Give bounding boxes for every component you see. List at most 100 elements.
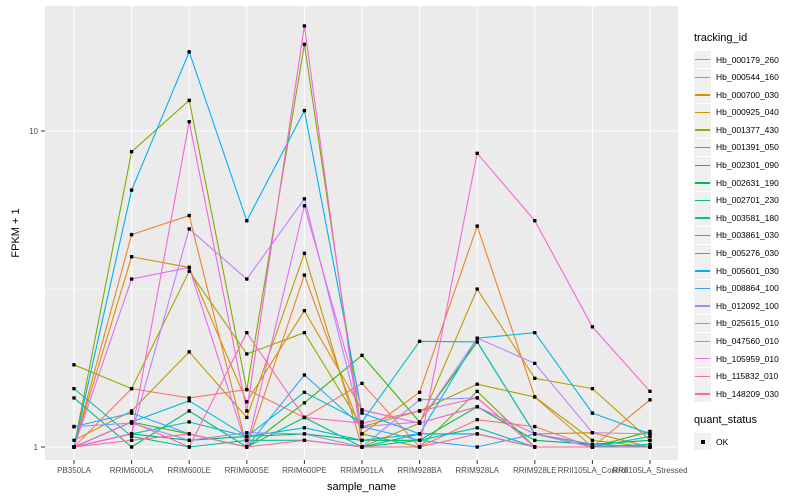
data-point-Hb_105959_010-RRIM600LA [129,432,134,436]
data-point-Hb_005276_030-RRIM928LE [533,330,537,335]
data-point-Hb_148209_030-RRII105LA_Stressed [648,445,652,449]
legend-panel: tracking_id Hb_000179_260 Hb_000544_160 Hb… [694,32,798,451]
legend-entry-Hb_000179_260: Hb_000179_260 [694,51,798,68]
data-point-Hb_001391_050-RRIM600SE [245,387,249,392]
data-point-Hb_025615_010-RRIM600PE [302,197,307,201]
data-point-Hb_148209_030-RRIM600LA [129,438,134,443]
legend-entry-Hb_025615_010: Hb_025615_010 [694,314,798,332]
legend-entry-Hb_001377_430: Hb_001377_430 [694,121,798,139]
data-point-Hb_115832_010-RRIM600LA [129,420,134,424]
data-point-Hb_115832_010-RRIM600SE [245,330,249,335]
data-point-Hb_000925_040-RRII105LA_Control [590,386,595,391]
data-point-Hb_000925_040-RRIM928LA [475,287,479,291]
legend-label-Hb_003581_180: Hb_003581_180 [716,212,779,223]
legend-line-icon [695,252,710,254]
data-point-Hb_000544_160-RRII105LA_Stressed [648,398,652,402]
data-point-Hb_115832_010-RRIM600LE [187,445,191,449]
legend-label-Hb_105959_010: Hb_105959_010 [716,353,779,364]
data-point-Hb_105959_010-RRIM600LE [187,120,191,124]
data-point-Hb_001391_050-RRIM600LE [187,98,191,103]
data-point-Hb_001391_050-RRIM600PE [302,42,307,47]
data-point-Hb_115832_010-RRIM928LA [475,396,479,400]
data-point-Hb_008864_100-RRIM600LA [129,411,134,415]
data-point-Hb_115832_010-RRIM600PE [302,415,307,420]
data-point-Hb_003581_180-RRII105LA_Stressed [648,442,652,446]
data-point-Hb_047560_010-RRIM928LA [475,405,479,409]
data-point-Hb_148209_030-RRIM901LA [360,445,364,449]
legend-key-Hb_105959_010 [694,350,711,368]
legend-entry-Hb_115832_010: Hb_115832_010 [694,367,798,385]
legend-label-Hb_008864_100: Hb_008864_100 [716,283,779,294]
legend-entry-Hb_012092_100: Hb_012092_100 [694,297,798,315]
data-point-Hb_005601_030-RRIM600PE [302,108,307,113]
legend-label-Hb_002631_190: Hb_002631_190 [716,177,779,188]
legend-entry-Hb_047560_010: Hb_047560_010 [694,332,798,350]
x-tick-label-RRII105LA_Control: RRII105LA_Control [558,466,628,475]
data-point-Hb_000544_160-RRIM600LE [187,213,191,218]
legend-entry-Hb_003581_180: Hb_003581_180 [694,209,798,227]
x-tick-label-RRIM600SE: RRIM600SE [225,466,269,475]
data-point-Hb_115832_010-RRIM901LA [360,421,364,425]
data-point-Hb_000925_040-RRIM600PE [302,251,307,256]
data-point-Hb_047560_010-RRIM600LA [129,277,134,281]
legend-line-icon [695,234,710,237]
data-point-Hb_000544_160-RRIM600PE [302,273,307,277]
data-point-Hb_105959_010-RRIM928LE [533,219,537,223]
legend-entry-Hb_003861_030: Hb_003861_030 [694,226,798,244]
legend-key-Hb_001377_430 [694,121,711,139]
data-point-Hb_105959_010-RRII105LA_Stressed [648,389,652,394]
y-axis-title: FPKM + 1 [10,208,22,258]
legend-label-Hb_002301_090: Hb_002301_090 [716,160,779,171]
x-tick-label-RRII105LA_Stressed: RRII105LA_Stressed [612,466,687,475]
legend-key-Hb_008864_100 [694,279,711,297]
ok-legend-key [694,433,711,451]
data-point-Hb_105959_010-RRIM600PE [302,24,307,28]
legend-key-Hb_000179_260 [694,51,711,68]
data-point-Hb_105959_010-RRIM928LA [475,151,479,156]
legend-key-Hb_148209_030 [694,385,711,403]
legend-label-Hb_148209_030: Hb_148209_030 [716,388,779,399]
data-point-Hb_005601_030-RRIM928BA [417,432,422,436]
data-point-Hb_002301_090-RRIM901LA [360,353,364,358]
y-tick-label-1: 1 [34,443,39,452]
legend-key-Hb_115832_010 [694,367,711,385]
legend-line-icon [695,199,710,202]
legend-entry-Hb_105959_010: Hb_105959_010 [694,350,798,368]
legend-line-icon [695,164,710,166]
data-point-Hb_003861_030-RRIM928BA [417,339,422,344]
data-point-Hb_005601_030-RRIM600LE [187,50,191,54]
data-point-Hb_000544_160-RRIM600LA [129,232,134,237]
data-point-Hb_148209_030-RRIM928LE [533,445,537,449]
data-point-Hb_000700_030-RRIM600LA [129,255,134,259]
data-point-Hb_000179_260-RRIM600LE [187,396,191,400]
data-point-Hb_148209_030-RRIM600SE [245,445,249,449]
data-point-Hb_148209_030-RRIM600PE [302,438,307,443]
legend-line-icon [695,94,710,96]
x-tick-label-RRIM928LE: RRIM928LE [513,466,557,475]
data-point-Hb_025615_010-RRIM901LA [360,424,364,429]
legend-line-icon [695,305,710,307]
data-point-Hb_047560_010-RRIM600LE [187,265,191,270]
data-point-Hb_008864_100-RRIM928LA [475,445,479,449]
data-point-Hb_001391_050-RRIM928LA [475,389,479,394]
data-point-Hb_005601_030-RRIM901LA [360,411,364,415]
data-point-Hb_008864_100-RRII105LA_Control [590,442,595,446]
legend-entry-Hb_148209_030: Hb_148209_030 [694,385,798,403]
data-point-Hb_002701_230-RRIM600LA [129,445,134,449]
legend-entry-Hb_000700_030: Hb_000700_030 [694,86,798,104]
legend-entry-Hb_000544_160: Hb_000544_160 [694,68,798,86]
legend-line-icon [695,129,710,131]
legend-entry-Hb_001391_050: Hb_001391_050 [694,138,798,156]
data-point-Hb_001377_430-RRII105LA_Control [590,438,595,443]
data-point-Hb_000925_040-RRIM600SE [245,415,249,420]
data-point-Hb_012092_100-RRIM600LE [187,438,191,443]
data-point-Hb_005601_030-RRIM600SE [245,219,249,223]
data-point-Hb_000700_030-RRIM600SE [245,400,249,404]
legend-label-Hb_025615_010: Hb_025615_010 [716,318,779,329]
data-point-Hb_000179_260-RRIM928LE [533,424,537,429]
ok-point-icon [700,439,705,444]
legend-label-Hb_002701_230: Hb_002701_230 [716,195,779,206]
data-point-Hb_003861_030-RRIM928LA [475,340,479,344]
